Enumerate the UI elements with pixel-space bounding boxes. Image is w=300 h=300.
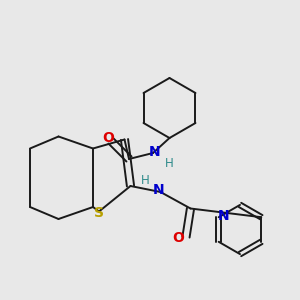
Text: O: O — [102, 131, 114, 145]
Text: N: N — [218, 209, 229, 223]
Text: S: S — [94, 206, 104, 220]
Text: N: N — [149, 145, 160, 158]
Text: H: H — [165, 157, 174, 170]
Text: O: O — [172, 232, 184, 245]
Text: H: H — [141, 173, 150, 187]
Text: N: N — [153, 184, 165, 197]
